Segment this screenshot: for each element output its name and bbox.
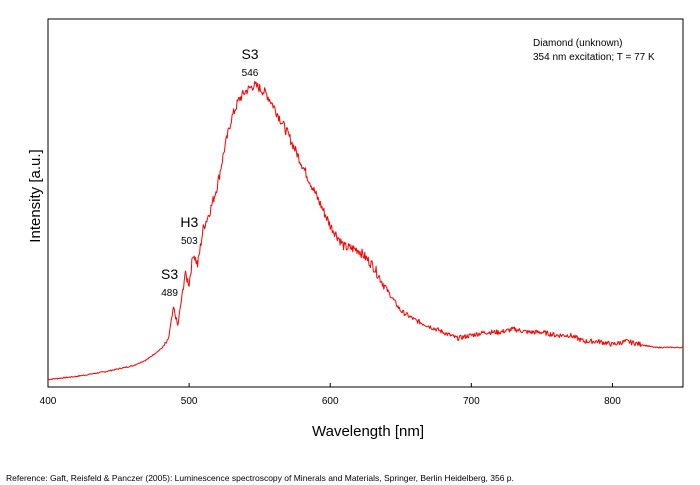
reference-note: Reference: Gaft, Reisfeld & Panczer (200… [6, 473, 514, 483]
spectrum-chart: 400 500 600 700 800 S3 489 H3 503 S3 546 Diamond … [27, 18, 684, 440]
info-line-1: Diamond (unknown) [533, 38, 623, 49]
plot-frame [47, 18, 684, 388]
x-axis-label: Wavelength [nm] [312, 423, 424, 440]
x-tick-label: 600 [322, 396, 339, 407]
x-tick-label: 400 [40, 396, 57, 407]
x-tick-label: 700 [463, 396, 480, 407]
peak-label: S3 [241, 46, 258, 62]
peak-label: S3 [161, 266, 178, 282]
peak-label: H3 [180, 214, 198, 230]
peak-wavelength: 489 [161, 288, 178, 299]
peak-wavelength: 503 [181, 236, 198, 247]
y-axis-label: Intensity [a.u.] [27, 149, 44, 242]
x-tick-label: 500 [181, 396, 198, 407]
x-tick-label: 800 [604, 396, 621, 407]
info-line-2: 354 nm excitation; T = 77 K [533, 52, 655, 63]
peak-annotations: S3 489 H3 503 S3 546 [161, 46, 259, 299]
x-axis: 400 500 600 700 800 [40, 383, 621, 407]
spectrum-line [47, 80, 684, 381]
peak-wavelength: 546 [242, 68, 259, 79]
